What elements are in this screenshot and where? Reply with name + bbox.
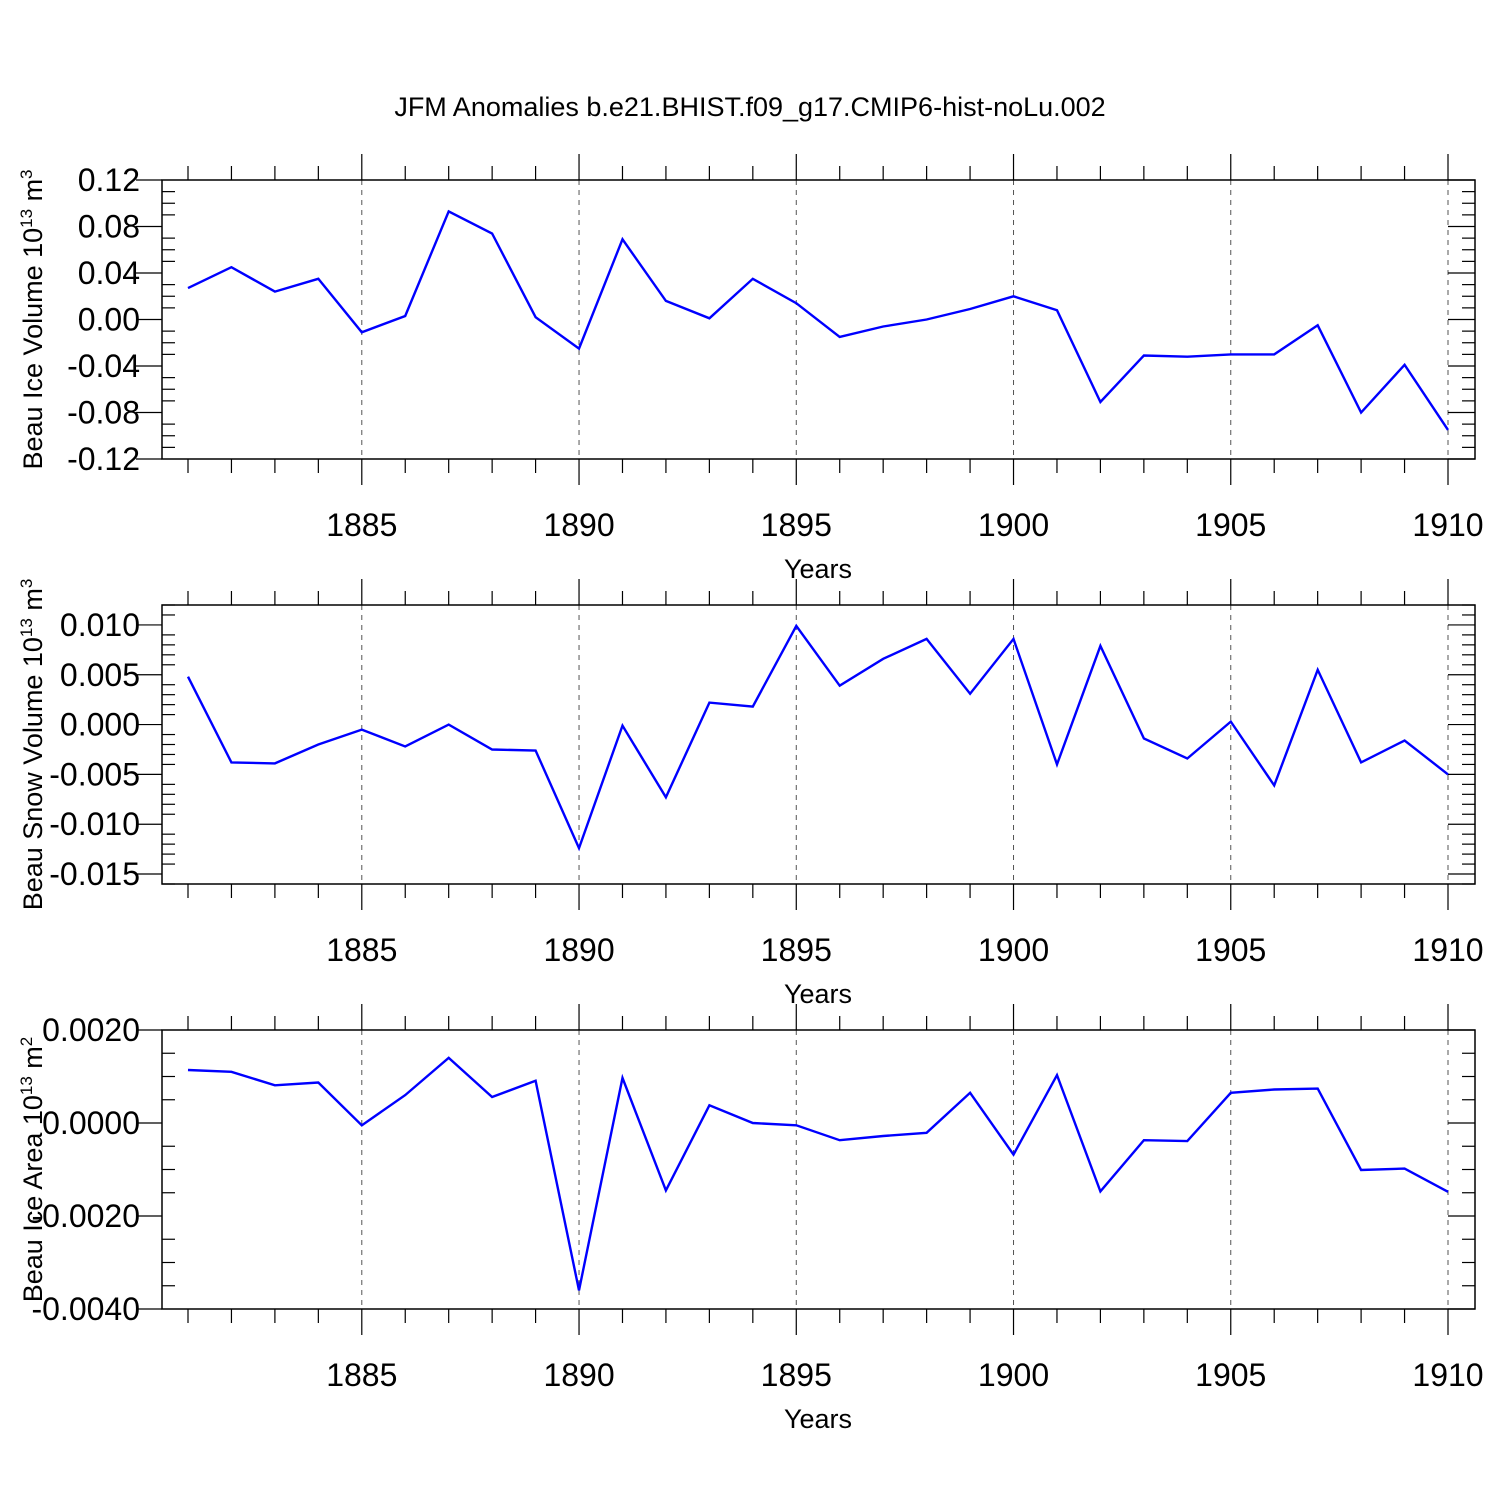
y-axis-label-unit-exponent: 2 <box>17 1037 36 1046</box>
y-tick-label: 0.005 <box>60 657 140 693</box>
x-tick-label: 1900 <box>978 932 1049 968</box>
x-tick-label: 1910 <box>1412 932 1483 968</box>
y-axis-label-exponent: 13 <box>17 209 36 228</box>
y-tick-label: -0.0040 <box>31 1291 140 1327</box>
x-axis-label: Years <box>784 554 852 584</box>
x-tick-label: 1890 <box>543 932 614 968</box>
series-line <box>187 209 1449 431</box>
y-tick-label: 0.00 <box>78 302 140 338</box>
x-tick-label: 1890 <box>543 507 614 543</box>
y-tick-label: -0.010 <box>49 806 140 842</box>
y-axis-label: Beau Snow Volume 1013 m3 <box>17 579 48 911</box>
x-tick-label: 1910 <box>1412 507 1483 543</box>
y-axis-label-exponent: 13 <box>17 618 36 637</box>
x-tick-label: 1905 <box>1195 1357 1266 1393</box>
y-axis-label-exponent: 13 <box>17 1076 36 1095</box>
y-tick-label: 0.04 <box>78 255 140 291</box>
y-tick-label: -0.04 <box>67 348 140 384</box>
plot-frame <box>161 1029 1476 1310</box>
y-tick-label: 0.0020 <box>42 1012 140 1048</box>
x-tick-label: 1910 <box>1412 1357 1483 1393</box>
panel-ice-area: 0.0020 0.0000 -0.0020 -0.0040 1885 1890 1895 19… <box>17 1004 1484 1434</box>
y-axis-label-unit-exponent: 3 <box>17 579 36 588</box>
y-tick-label: 0.010 <box>60 607 140 643</box>
x-tick-label: 1905 <box>1195 507 1266 543</box>
x-tick-label: 1885 <box>326 932 397 968</box>
x-tick-label: 1905 <box>1195 932 1266 968</box>
x-axis-label: Years <box>784 979 852 1009</box>
y-tick-label: 0.08 <box>78 209 140 245</box>
series-line <box>186 623 1449 852</box>
y-axis-label-base: Beau Ice Area 10 <box>18 1095 48 1302</box>
y-tick-label: -0.08 <box>67 395 140 431</box>
y-axis-label-base: Beau Ice Volume 10 <box>18 228 48 470</box>
figure-title: JFM Anomalies b.e21.BHIST.f09_g17.CMIP6-… <box>394 92 1105 122</box>
y-tick-label: 0.000 <box>60 707 140 743</box>
y-tick-label: -0.005 <box>49 756 140 792</box>
x-tick-label: 1895 <box>761 932 832 968</box>
x-tick-label: 1900 <box>978 1357 1049 1393</box>
x-tick-label: 1895 <box>761 1357 832 1393</box>
y-axis-label-base: Beau Snow Volume 10 <box>18 637 48 910</box>
y-axis-label-unit: m <box>18 588 48 618</box>
y-axis-label: Beau Ice Area 1013 m2 <box>17 1037 48 1303</box>
y-axis-label-unit-exponent: 3 <box>17 169 36 178</box>
x-tick-label: 1885 <box>326 1357 397 1393</box>
y-tick-label: -0.015 <box>49 856 140 892</box>
y-axis-label-unit: m <box>18 179 48 209</box>
y-tick-label: 0.12 <box>78 162 140 198</box>
x-tick-label: 1885 <box>326 507 397 543</box>
y-tick-label: -0.0020 <box>31 1198 140 1234</box>
y-axis-label: Beau Ice Volume 1013 m3 <box>17 169 48 469</box>
x-tick-label: 1890 <box>543 1357 614 1393</box>
y-tick-label: 0.0000 <box>42 1105 140 1141</box>
x-tick-label: 1895 <box>761 507 832 543</box>
y-axis-label-unit: m <box>18 1046 48 1076</box>
series-line <box>187 1056 1449 1291</box>
y-tick-label: -0.12 <box>67 441 140 477</box>
panel-ice-volume: 0.12 0.08 0.04 0.00 -0.04 -0.08 -0.12 1885 1890 1… <box>17 154 1484 584</box>
panel-snow-volume: 0.010 0.005 0.000 -0.005 -0.010 -0.015 1885 189… <box>17 579 1484 1009</box>
x-tick-label: 1900 <box>978 507 1049 543</box>
x-axis-label: Years <box>784 1404 852 1434</box>
plot-frame <box>161 604 1476 885</box>
